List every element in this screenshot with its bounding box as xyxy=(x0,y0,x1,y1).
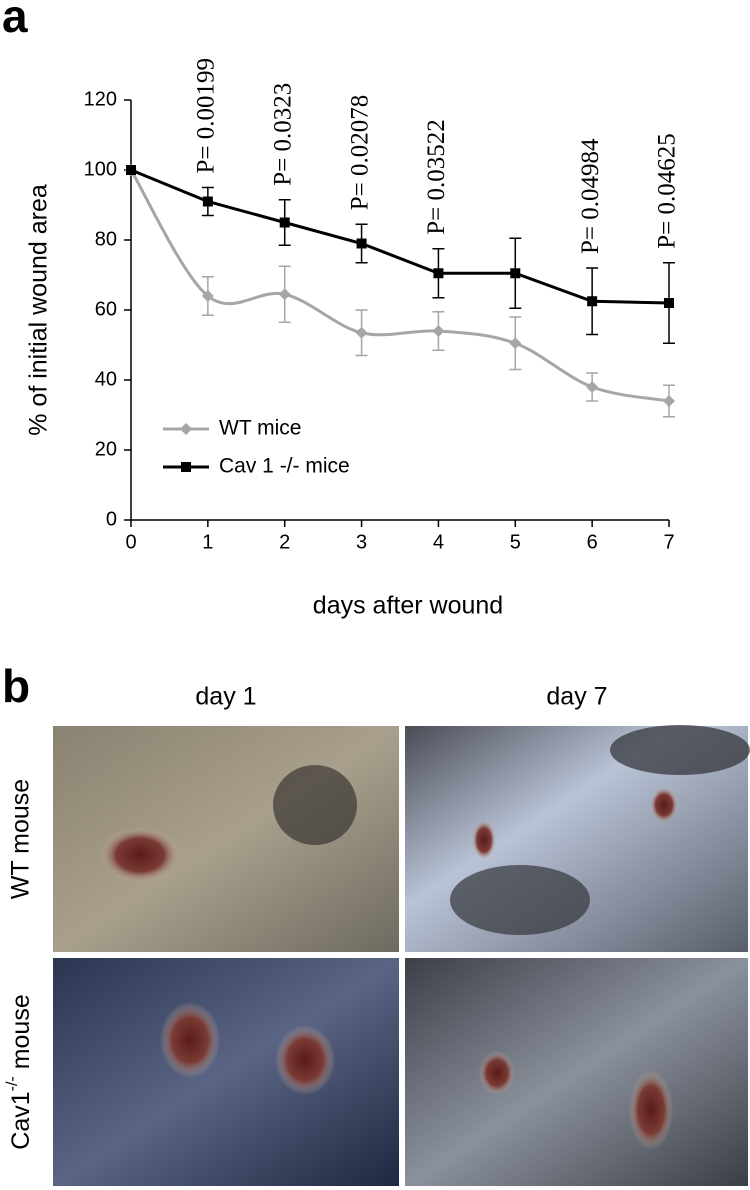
marker xyxy=(279,217,290,228)
photo xyxy=(405,958,748,1186)
row-label-rest: mouse xyxy=(7,994,35,1076)
p-value: P= 0.04984 xyxy=(577,138,604,254)
marker xyxy=(664,298,674,308)
wound xyxy=(160,1002,220,1078)
marker xyxy=(586,381,599,393)
panel-label: a xyxy=(2,0,28,42)
marker xyxy=(510,268,521,279)
legend-marker xyxy=(181,462,191,472)
x-tick-label: 0 xyxy=(125,531,136,553)
wound xyxy=(275,1025,335,1095)
row-label-sup: -/- xyxy=(4,1076,21,1091)
series xyxy=(125,164,675,418)
marker xyxy=(432,325,445,337)
panel-label: b xyxy=(2,660,30,712)
x-tick-label: 4 xyxy=(433,531,444,553)
photo-grid xyxy=(53,725,750,1186)
marker xyxy=(433,268,444,279)
p-value: P= 0.0323 xyxy=(269,83,296,186)
photo xyxy=(53,958,399,1186)
marker xyxy=(356,238,367,249)
series xyxy=(126,165,675,344)
x-tick-label: 5 xyxy=(510,531,521,553)
x-tick-label: 3 xyxy=(356,531,367,553)
y-tick-label: 100 xyxy=(84,158,117,180)
series-line xyxy=(130,168,670,305)
wound xyxy=(650,787,678,823)
wound xyxy=(273,765,357,845)
fur-patch xyxy=(450,865,590,935)
fur-patch xyxy=(610,725,750,775)
y-axis-label: % of initial wound area xyxy=(25,184,53,436)
p-value: P= 0.03522 xyxy=(423,119,450,235)
p-value: P= 0.00199 xyxy=(193,58,220,174)
wound xyxy=(100,827,180,883)
x-axis-label: days after wound xyxy=(313,592,503,620)
marker xyxy=(202,196,213,207)
x-tick-label: 2 xyxy=(279,531,290,553)
y-tick-label: 120 xyxy=(84,88,117,110)
legend-label: Cav 1 -/- mice xyxy=(219,455,350,478)
column-label: day 1 xyxy=(195,683,256,711)
y-tick-label: 20 xyxy=(95,438,117,460)
y-tick-label: 60 xyxy=(95,298,117,320)
marker xyxy=(201,290,214,302)
marker xyxy=(587,296,598,307)
wound xyxy=(479,1051,515,1095)
row-label-base: Cav1 xyxy=(7,1091,35,1149)
legend-label: WT mice xyxy=(219,417,301,440)
x-tick-label: 1 xyxy=(202,531,213,553)
marker xyxy=(126,165,136,175)
row-label: Cav1-/- mouse xyxy=(4,994,34,1149)
photo xyxy=(53,726,399,952)
wound xyxy=(472,820,496,860)
x-tick-label: 7 xyxy=(663,531,674,553)
y-tick-label: 40 xyxy=(95,368,117,390)
p-value: P= 0.02078 xyxy=(346,95,373,211)
y-tick-label: 80 xyxy=(95,228,117,250)
marker xyxy=(509,337,522,350)
marker xyxy=(278,288,291,301)
marker xyxy=(355,326,368,339)
column-label: day 7 xyxy=(546,683,607,711)
y-tick-label: 0 xyxy=(106,508,117,530)
legend-marker xyxy=(180,423,192,435)
wound xyxy=(629,1070,673,1150)
x-tick-label: 6 xyxy=(587,531,598,553)
marker xyxy=(663,395,675,407)
p-value: P= 0.04625 xyxy=(654,133,681,249)
row-label: WT mouse xyxy=(7,779,35,899)
